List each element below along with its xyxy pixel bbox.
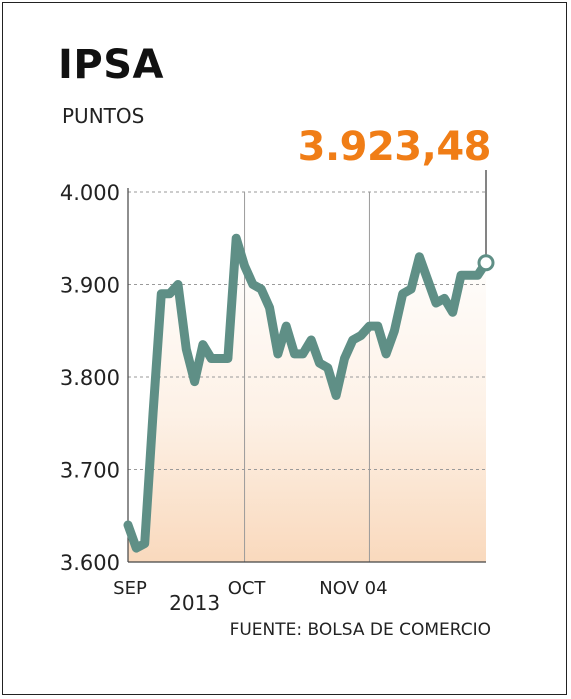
area-fill: [128, 238, 486, 563]
x-tick-label: NOV 04: [319, 578, 387, 599]
x-tick-label: SEP: [113, 578, 147, 599]
series-line: [123, 233, 491, 553]
source-note: FUENTE: BOLSA DE COMERCIO: [229, 620, 491, 640]
chart-title: IPSA: [58, 42, 164, 88]
y-tick-label: 3.900: [60, 274, 120, 298]
y-tick-label: 4.000: [60, 181, 120, 205]
last-point-marker: [477, 254, 495, 272]
y-tick-label: 3.700: [60, 459, 120, 483]
chart-unit-label: PUNTOS: [62, 104, 145, 128]
x-tick-label: OCT: [228, 578, 267, 599]
current-value-label: 3.923,48: [297, 124, 492, 170]
year-label: 2013: [169, 591, 220, 615]
y-tick-label: 3.600: [60, 551, 120, 575]
y-tick-label: 3.800: [60, 366, 120, 390]
